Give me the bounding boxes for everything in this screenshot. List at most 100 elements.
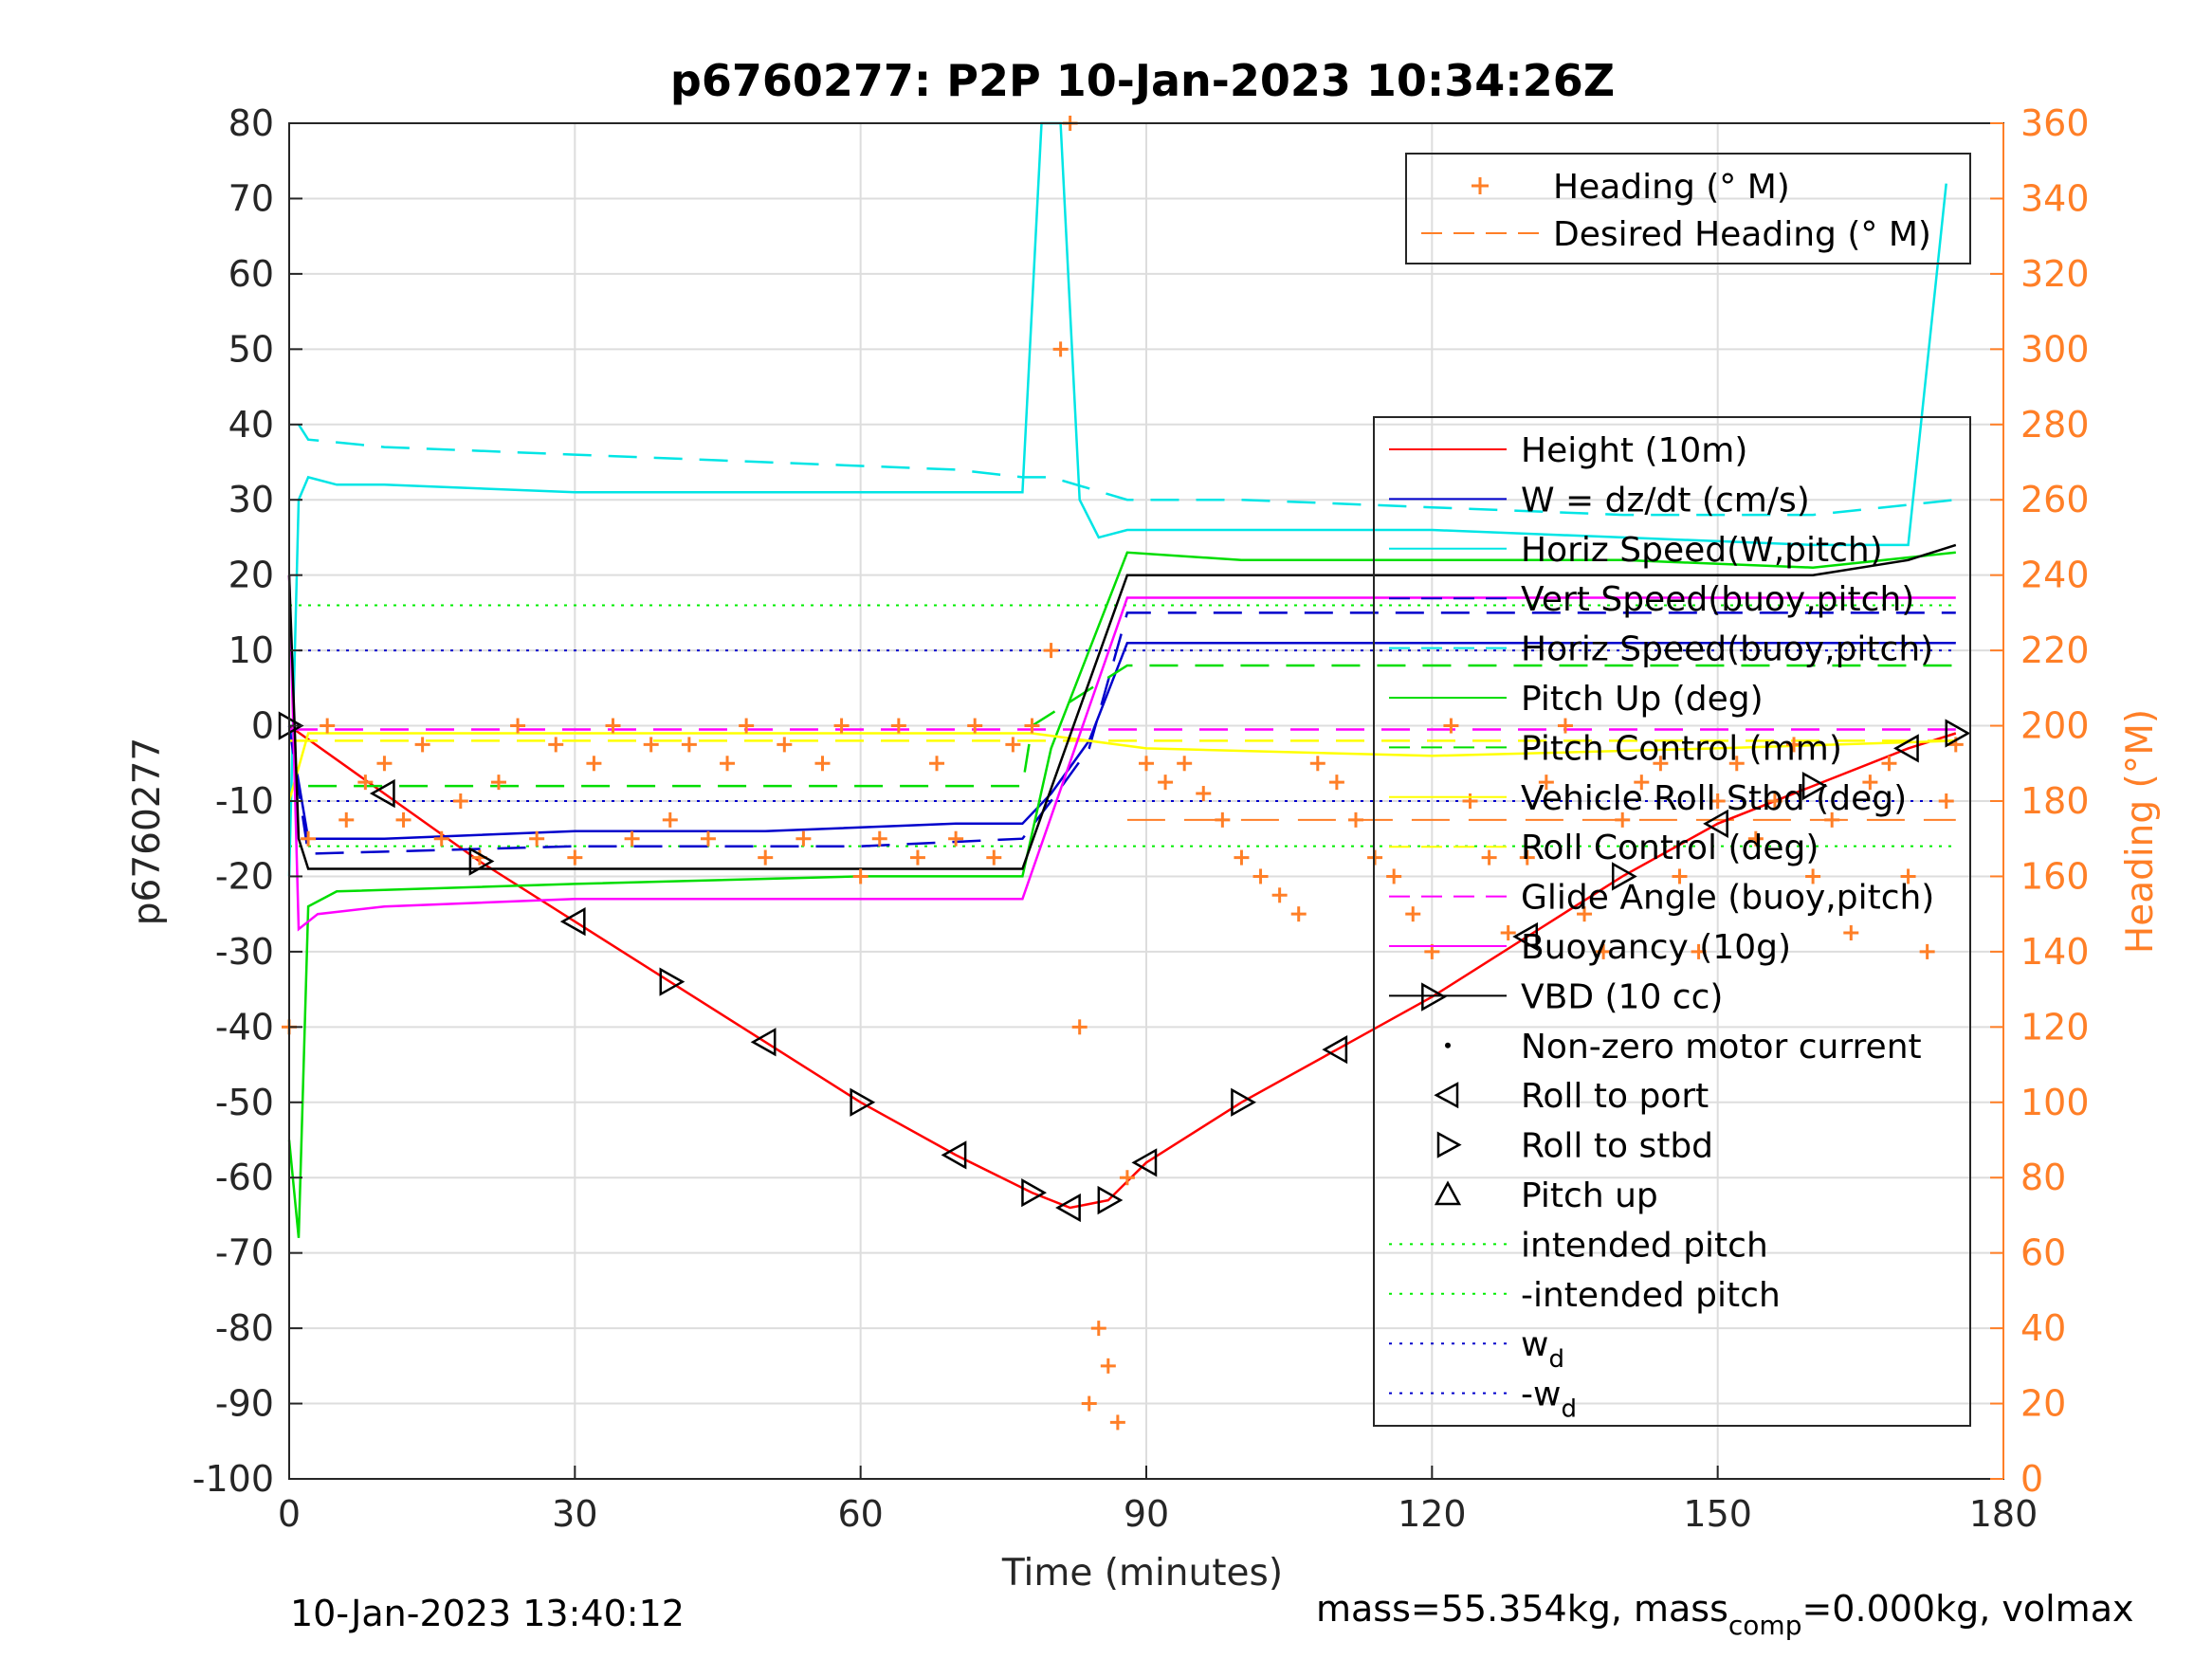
heading-point [586, 756, 602, 772]
legend-item: Glide Angle (buoy,pitch) [1389, 879, 1934, 918]
y-tick-label: -40 [215, 1006, 274, 1048]
heading-point [1234, 849, 1250, 866]
roll-marker [850, 1087, 876, 1117]
roll-marker [1131, 1148, 1158, 1177]
legend-label-text: -w [1521, 1376, 1561, 1414]
ticks: 0 30 60 90 120 150 18080706050403020100-10-20-… [192, 102, 2090, 1535]
legend-item: Roll Control (deg) [1389, 829, 1819, 867]
y-tick-label: 30 [229, 479, 274, 520]
roll-marker [1893, 734, 1919, 763]
series-buoyancy-10g- [287, 574, 1956, 932]
y-tick-label: -70 [215, 1232, 274, 1274]
y2-tick-label: 80 [2020, 1157, 2066, 1198]
y2-tick-label: 360 [2020, 102, 2090, 144]
heading-point [1347, 811, 1363, 828]
heading-point [1900, 868, 1916, 884]
heading-point [700, 830, 716, 847]
legend-label-text: Roll to stbd [1521, 1127, 1713, 1166]
heading-point [395, 811, 411, 828]
legend-label-text: intended pitch [1521, 1226, 1768, 1265]
heading-point [758, 849, 774, 866]
footer-mass-info: mass=55.354kg, masscomp=0.000kg, volmax [1316, 1588, 2133, 1641]
heading-point [567, 849, 583, 866]
legend-label-text: Pitch Up (deg) [1521, 680, 1764, 719]
heading-point [1615, 811, 1631, 828]
legend-label: Buoyancy (10g) [1521, 928, 1791, 967]
roll-marker [1611, 862, 1637, 891]
x-tick-label: 60 [837, 1493, 883, 1535]
footer-mass-sub: comp [1728, 1610, 1802, 1641]
heading-point [1309, 756, 1325, 772]
legend-item: VBD (10 cc) [1389, 977, 1723, 1016]
y2-axis-label: Heading (°M) [2119, 709, 2162, 954]
heading-point [777, 737, 793, 753]
roll-marker [1945, 719, 1971, 748]
heading-point [1843, 925, 1859, 941]
y2-tick-label: 140 [2020, 931, 2090, 973]
roll-marker [1512, 921, 1539, 952]
legend-label-text: VBD (10 cc) [1521, 977, 1723, 1016]
heading-point [1691, 943, 1707, 959]
heading-point [1919, 943, 1935, 959]
heading-point [1071, 1019, 1088, 1035]
series-vert-speed-buoy-pitch- [287, 611, 1956, 855]
roll-marker [1801, 771, 1828, 801]
heading-point [1462, 793, 1478, 809]
y-tick-label: 80 [229, 102, 274, 144]
legend-item: Heading (° M) [1472, 168, 1790, 207]
legend-item: W = dz/dt (cm/s) [1389, 481, 1810, 520]
legend-label-text: Roll to port [1521, 1077, 1709, 1116]
legend-box [1405, 153, 1971, 264]
y2-tick-label: 280 [2020, 404, 2090, 446]
legend-main: Height (10m) W = dz/dt (cm/s) Horiz Speed(… [1373, 416, 1971, 1427]
y-tick-label: -10 [215, 780, 274, 822]
heading-point [510, 718, 526, 734]
y2-tick-label: 340 [2020, 177, 2090, 219]
x-tick-label: 0 [278, 1493, 301, 1535]
y2-tick-label: 0 [2020, 1458, 2043, 1500]
y2-tick-label: 220 [2020, 629, 2090, 671]
y2-tick-label: 180 [2020, 780, 2090, 822]
heading-point [1328, 775, 1344, 791]
y-tick-label: -30 [215, 931, 274, 973]
y-tick-label: 10 [229, 629, 274, 671]
heading-point [1577, 906, 1593, 922]
legend-label-text: Desired Heading (° M) [1553, 215, 1931, 254]
legend-item: Pitch Control (mm) [1389, 729, 1842, 768]
legend-label: Pitch up [1521, 1176, 1658, 1215]
legend-label: Non-zero motor current [1521, 1028, 1922, 1066]
heading-point [452, 793, 468, 809]
heading-point [1386, 868, 1402, 884]
heading-point [1177, 756, 1193, 772]
legend-item: Pitch up [1434, 1176, 1658, 1215]
heading-point [795, 830, 812, 847]
x-tick-label: 150 [1683, 1493, 1752, 1535]
heading-point [1786, 737, 1802, 753]
y2-tick-label: 120 [2020, 1006, 2090, 1048]
legend-symbol [1445, 1042, 1451, 1048]
legend-label: Pitch Control (mm) [1521, 729, 1842, 768]
legend-label-text: Height (10m) [1521, 431, 1747, 470]
heading-point [739, 718, 755, 734]
heading-point [1672, 868, 1688, 884]
legend-label: Height (10m) [1521, 431, 1747, 470]
x-tick-label: 180 [1969, 1493, 2038, 1535]
y2-tick-label: 260 [2020, 479, 2090, 520]
roll-marker [1231, 1087, 1256, 1117]
series-height-10m- [288, 724, 1957, 1210]
heading-point [720, 756, 736, 772]
y-tick-label: -60 [215, 1157, 274, 1198]
heading-point [1043, 643, 1059, 659]
heading-point [1405, 906, 1421, 922]
legend-label: Heading (° M) [1553, 168, 1790, 207]
roll-marker [559, 906, 586, 937]
y2-tick-label: 40 [2020, 1307, 2066, 1349]
legend-label: -intended pitch [1521, 1276, 1781, 1315]
heading-point [1290, 906, 1307, 922]
heading-point [909, 849, 925, 866]
heading-point [1938, 793, 1954, 809]
legend-label-text: Roll Control (deg) [1521, 829, 1819, 867]
legend-label-text: Pitch Control (mm) [1521, 729, 1842, 768]
heading-point [662, 811, 678, 828]
